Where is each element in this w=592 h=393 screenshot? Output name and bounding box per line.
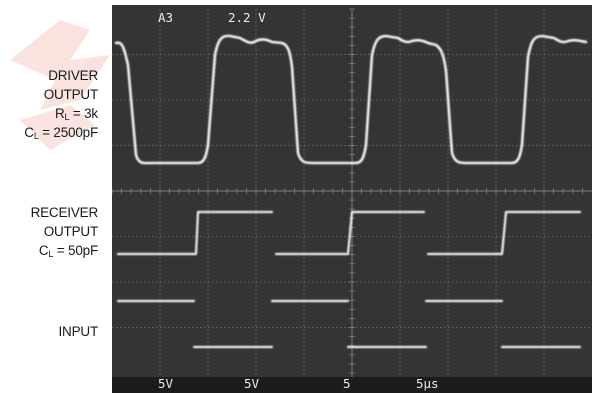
- graticule: [112, 8, 592, 377]
- receiver-label-line2: OUTPUT: [43, 224, 98, 239]
- driver-load-resistance: RL = 3k: [54, 106, 98, 122]
- channel-readout: A3: [158, 10, 173, 25]
- timebase-readout: 5µs: [416, 376, 439, 391]
- ch1-volts-readout: 5V: [158, 376, 174, 391]
- driver-label-line2: OUTPUT: [43, 87, 98, 102]
- input-trace: [116, 299, 582, 349]
- driver-label-line1: DRIVER: [48, 68, 98, 83]
- traces: [114, 34, 588, 349]
- ch3-volts-readout: 5: [343, 376, 351, 391]
- channel-labels: DRIVER OUTPUT RL = 3k CL = 2500pF RECEIV…: [0, 0, 112, 393]
- input-label: INPUT: [58, 324, 98, 339]
- driver-load-capacitance: CL = 2500pF: [24, 125, 98, 141]
- driver-output-label: DRIVER OUTPUT RL = 3k CL = 2500pF: [24, 66, 98, 142]
- ch2-volts-readout: 5V: [244, 376, 260, 391]
- bottom-bar: [112, 377, 592, 393]
- receiver-load-capacitance: CL = 50pF: [38, 243, 98, 259]
- oscilloscope-screen: A3 2.2 V 5V 5V 5 5µs: [112, 5, 592, 393]
- readouts: A3 2.2 V 5V 5V 5 5µs: [158, 10, 439, 391]
- receiver-label-line1: RECEIVER: [30, 205, 99, 220]
- driver-output-trace: [114, 34, 588, 165]
- receiver-output-label: RECEIVER OUTPUT CL = 50pF: [30, 203, 99, 260]
- oscilloscope-svg: A3 2.2 V 5V 5V 5 5µs: [112, 5, 592, 393]
- scale-readout: 2.2 V: [228, 10, 266, 25]
- receiver-output-trace: [116, 210, 582, 256]
